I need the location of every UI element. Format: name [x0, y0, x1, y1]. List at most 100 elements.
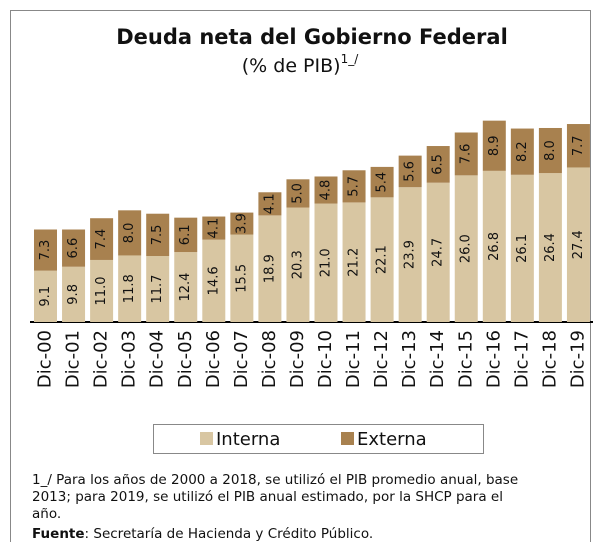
- value-label: 6.1: [178, 225, 193, 246]
- x-tick-label: Dic-09: [287, 330, 308, 388]
- x-tick-label: Dic-08: [259, 330, 280, 388]
- x-tick-label: Dic-01: [63, 330, 84, 388]
- bar-segment: [482, 170, 506, 322]
- x-tick-label: Dic-04: [147, 330, 168, 388]
- x-tick-label: Dic-15: [455, 330, 476, 388]
- chart-subtitle: (% de PIB)1_/: [242, 52, 359, 77]
- source-label: Fuente: [32, 526, 85, 542]
- legend-swatch: [200, 432, 213, 445]
- bar-segment: [314, 203, 338, 322]
- x-tick-label: Dic-05: [175, 330, 196, 388]
- source: Fuente: Secretaría de Hacienda y Crédito…: [32, 526, 373, 542]
- bar-segment: [202, 216, 226, 240]
- bar-segment: [510, 128, 534, 175]
- bar-segment: [538, 173, 562, 322]
- value-label: 26.0: [459, 234, 474, 263]
- footnote: 2013; para 2019, se utilizó el PIB anual…: [32, 489, 503, 505]
- bar-segment: [34, 270, 57, 322]
- bar-segment: [482, 120, 506, 171]
- value-label: 5.7: [347, 176, 362, 197]
- bar-segment: [314, 176, 338, 204]
- value-label: 26.4: [543, 233, 558, 262]
- x-tick-label: Dic-17: [511, 330, 532, 388]
- bar-segment: [538, 127, 562, 174]
- x-tick-label: Dic-10: [315, 330, 336, 388]
- value-label: 5.0: [290, 183, 305, 204]
- x-tick-label: Dic-00: [35, 330, 56, 388]
- value-label: 23.9: [403, 240, 418, 269]
- value-label: 21.2: [347, 248, 362, 277]
- bar-segment: [566, 124, 590, 168]
- value-label: 8.0: [122, 223, 137, 244]
- bar-segment: [370, 197, 394, 322]
- value-label: 5.4: [375, 172, 390, 193]
- value-label: 26.1: [515, 234, 530, 263]
- bar-segment: [90, 218, 114, 260]
- bar-segment: [34, 229, 57, 271]
- value-label: 7.5: [150, 225, 165, 246]
- value-label: 7.6: [459, 144, 474, 165]
- bar-segment: [62, 229, 86, 267]
- bar-segment: [146, 256, 170, 322]
- value-label: 22.1: [375, 245, 390, 274]
- bar-segment: [202, 239, 226, 322]
- value-label: 15.5: [234, 264, 249, 293]
- legend-label: Externa: [357, 429, 427, 450]
- value-label: 6.5: [431, 154, 446, 175]
- x-tick-label: Dic-07: [231, 330, 252, 388]
- x-tick-label: Dic-03: [119, 330, 140, 388]
- value-label: 8.9: [487, 135, 502, 156]
- value-label: 11.8: [122, 274, 137, 303]
- footnote: año.: [32, 506, 61, 522]
- bar-segment: [230, 212, 254, 235]
- bar-segment: [510, 174, 534, 322]
- bar-segment: [454, 132, 478, 176]
- value-label: 20.3: [290, 250, 305, 279]
- legend-label: Interna: [216, 429, 280, 450]
- bar-segment: [258, 215, 282, 322]
- bar-segment: [342, 202, 366, 322]
- value-label: 8.0: [543, 140, 558, 161]
- x-tick-label: Dic-16: [483, 330, 504, 388]
- bar-segment: [90, 259, 114, 322]
- value-label: 11.7: [150, 275, 165, 304]
- value-label: 12.4: [178, 273, 193, 302]
- value-label: 4.1: [262, 193, 277, 214]
- bar-segment: [286, 207, 310, 322]
- value-label: 18.9: [262, 254, 277, 283]
- bar-segment: [174, 217, 198, 253]
- x-tick-label: Dic-11: [343, 330, 364, 388]
- value-label: 7.4: [94, 229, 109, 250]
- bar-segment: [118, 210, 142, 256]
- bar-segment: [230, 234, 254, 322]
- legend-box: [153, 424, 484, 454]
- bar-segment: [566, 167, 590, 322]
- footnote: 1_/ Para los años de 2000 a 2018, se uti…: [32, 472, 518, 488]
- x-tick-label: Dic-12: [371, 330, 392, 388]
- value-label: 8.2: [515, 141, 530, 162]
- x-tick-label: Dic-18: [539, 330, 560, 388]
- value-label: 24.7: [431, 238, 446, 267]
- bar-segment: [174, 252, 198, 322]
- value-label: 27.4: [571, 230, 586, 259]
- frame: [10, 10, 591, 542]
- value-label: 11.0: [94, 277, 109, 306]
- bar-segment: [342, 170, 366, 203]
- bar-segment: [258, 192, 282, 216]
- value-label: 7.7: [571, 135, 586, 156]
- value-label: 3.9: [234, 213, 249, 234]
- subtitle-note: 1_/: [341, 52, 360, 66]
- bar-segment: [62, 266, 86, 322]
- value-label: 4.8: [319, 180, 334, 201]
- x-tick-label: Dic-19: [567, 330, 588, 388]
- x-tick-label: Dic-06: [203, 330, 224, 388]
- value-label: 9.8: [66, 284, 81, 305]
- chart-title: Deuda neta del Gobierno Federal: [116, 25, 508, 49]
- value-label: 5.6: [403, 161, 418, 182]
- bar-segment: [426, 182, 450, 322]
- source-text: : Secretaría de Hacienda y Crédito Públi…: [85, 526, 374, 542]
- value-label: 6.6: [66, 238, 81, 259]
- x-tick-label: Dic-14: [427, 330, 448, 388]
- legend-swatch: [341, 432, 354, 445]
